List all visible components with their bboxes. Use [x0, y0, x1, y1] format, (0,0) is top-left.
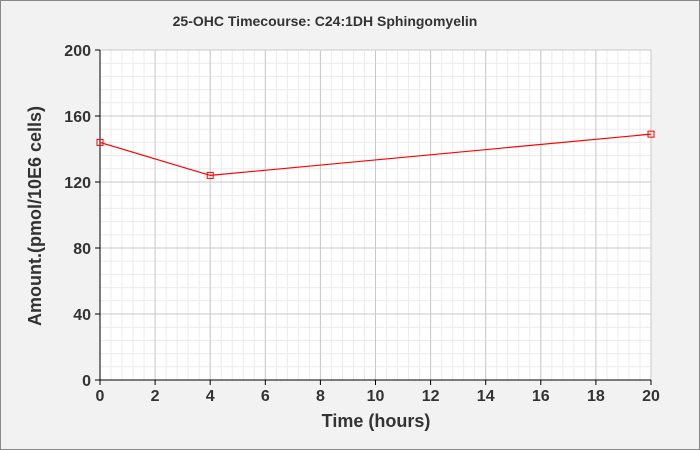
- x-tick-label: 2: [151, 388, 160, 405]
- y-tick-label: 200: [64, 43, 91, 60]
- data-point-marker: [647, 130, 655, 138]
- x-axis-label: Time (hours): [322, 411, 431, 431]
- x-tick-label: 6: [261, 388, 270, 405]
- x-tick-label: 18: [587, 388, 605, 405]
- y-tick-label: 80: [73, 241, 91, 258]
- data-point-marker: [96, 138, 104, 146]
- x-tick-label: 16: [532, 388, 550, 405]
- x-tick-label: 20: [642, 388, 660, 405]
- x-tick-label: 12: [422, 388, 440, 405]
- y-tick-label: 160: [64, 109, 91, 126]
- y-axis-label: Amount.(pmol/10E6 cells): [25, 106, 45, 326]
- y-tick-label: 0: [82, 373, 91, 390]
- x-tick-label: 8: [316, 388, 325, 405]
- y-tick-label: 40: [73, 307, 91, 324]
- data-point-marker: [206, 171, 214, 179]
- series-line: [99, 133, 652, 177]
- x-tick-label: 4: [206, 388, 215, 405]
- x-tick-label: 10: [367, 388, 385, 405]
- x-tick-label: 0: [96, 388, 105, 405]
- y-tick-label: 120: [64, 175, 91, 192]
- chart-title: 25-OHC Timecourse: C24:1DH Sphingomyelin: [173, 13, 478, 29]
- x-tick-label: 14: [477, 388, 495, 405]
